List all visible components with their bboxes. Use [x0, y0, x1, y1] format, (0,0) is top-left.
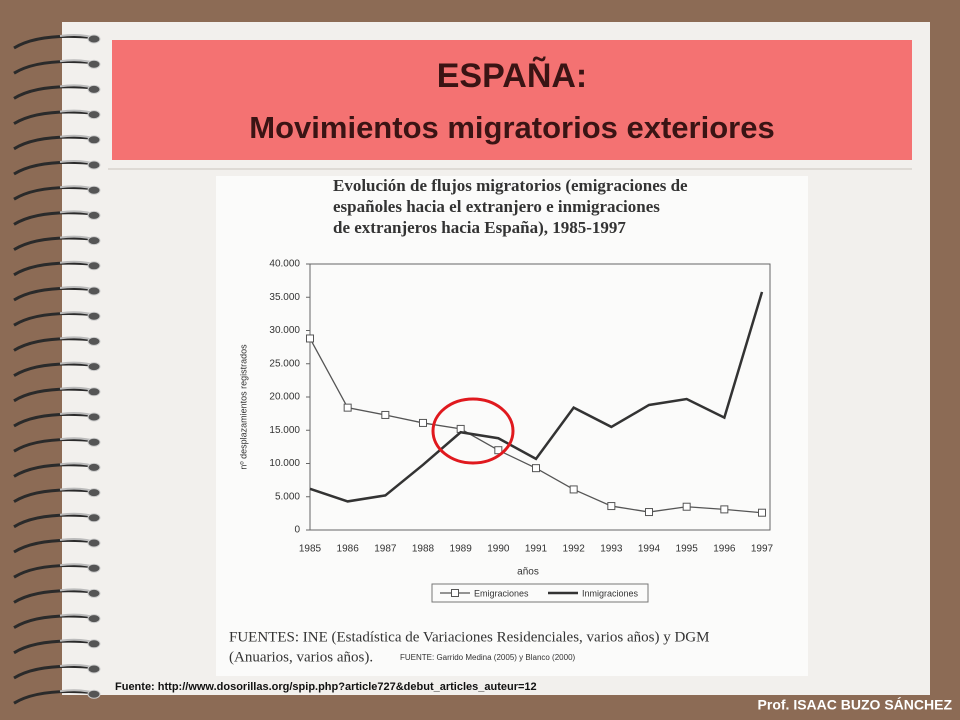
- ring-hole: [87, 412, 101, 422]
- point-marker: [381, 410, 390, 419]
- point-marker: [645, 508, 653, 517]
- x-tick-label: 1997: [751, 544, 774, 555]
- point-marker: [682, 502, 691, 511]
- ring-hole: [87, 513, 101, 523]
- ring-hole: [87, 210, 101, 220]
- ring-hole: [87, 286, 101, 296]
- ring-hole: [87, 236, 101, 246]
- y-tick-label: 40.000: [269, 259, 300, 270]
- point-marker: [419, 418, 427, 427]
- chart: Evolución de flujos migratorios (emigrac…: [229, 176, 774, 666]
- series-line: [309, 291, 764, 503]
- chart-footer: (Anuarios, varios años).: [229, 649, 373, 665]
- ring-hole: [87, 538, 101, 548]
- author: Prof. ISAAC BUZO SÁNCHEZ: [758, 697, 953, 713]
- ring-hole: [87, 563, 101, 573]
- slide-subtitle: Movimientos migratorios exteriores: [249, 110, 774, 145]
- x-tick-label: 1995: [676, 544, 699, 555]
- ring-hole: [87, 664, 101, 674]
- y-tick-label: 25.000: [269, 358, 300, 369]
- chart-footer: FUENTES: INE (Estadística de Variaciones…: [229, 629, 709, 645]
- legend-box: [431, 583, 649, 603]
- point-marker: [720, 505, 729, 514]
- y-tick-label: 30.000: [269, 325, 300, 336]
- legend-marker: [451, 589, 459, 597]
- ring-hole: [87, 639, 101, 649]
- x-tick-label: 1994: [638, 544, 661, 555]
- x-tick-label: 1992: [563, 544, 586, 555]
- point-marker: [607, 502, 616, 511]
- ring-hole: [87, 336, 101, 346]
- ring-hole: [87, 160, 101, 170]
- y-tick-label: 5.000: [275, 491, 300, 502]
- slide-title: ESPAÑA:: [437, 57, 588, 95]
- y-tick-label: 0: [294, 525, 300, 536]
- y-axis-title: nº desplazamientos registrados: [238, 344, 248, 470]
- source-text: Fuente: http://www.dosorillas.org/spip.p…: [115, 681, 537, 693]
- ring-hole: [87, 185, 101, 195]
- y-tick-label: 15.000: [269, 425, 300, 436]
- legend-label: Inmigraciones: [582, 588, 639, 598]
- ring-hole: [87, 311, 101, 321]
- chart-title: españoles hacia el extranjero e inmigrac…: [333, 197, 660, 216]
- x-tick-label: 1987: [374, 544, 397, 555]
- point-marker: [343, 403, 352, 412]
- ring-hole: [87, 387, 101, 397]
- highlight-circle: [431, 397, 515, 465]
- x-tick-label: 1990: [487, 544, 510, 555]
- chart-title: Evolución de flujos migratorios (emigrac…: [333, 176, 688, 195]
- ring-hole: [87, 614, 101, 624]
- ring-hole: [87, 84, 101, 94]
- ring-hole: [87, 462, 101, 472]
- point-marker: [494, 446, 503, 455]
- legend-label: Emigraciones: [474, 588, 529, 598]
- point-marker: [569, 485, 578, 494]
- y-tick-label: 35.000: [269, 292, 300, 303]
- ring-hole: [87, 689, 101, 699]
- header-box: [112, 40, 912, 160]
- x-tick-label: 1996: [713, 544, 736, 555]
- ring-hole: [87, 110, 101, 120]
- ring-hole: [87, 34, 101, 44]
- x-axis-title: años: [517, 567, 539, 578]
- binding-rings: [13, 34, 101, 705]
- ring-hole: [87, 135, 101, 145]
- ring-hole: [87, 588, 101, 598]
- chart-title: de extranjeros hacia España), 1985-1997: [333, 218, 626, 237]
- ring-hole: [87, 59, 101, 69]
- y-tick-label: 10.000: [269, 458, 300, 469]
- x-tick-label: 1985: [299, 544, 322, 555]
- ring-hole: [87, 437, 101, 447]
- ring-hole: [87, 362, 101, 372]
- point-marker: [306, 334, 314, 343]
- x-tick-label: 1989: [450, 544, 473, 555]
- point-marker: [532, 464, 540, 473]
- x-tick-label: 1993: [600, 544, 623, 555]
- x-tick-label: 1991: [525, 544, 548, 555]
- ring-hole: [87, 261, 101, 271]
- x-tick-label: 1986: [337, 544, 360, 555]
- ring-hole: [87, 488, 101, 498]
- point-marker: [758, 508, 766, 517]
- chart-footer-note: FUENTE: Garrido Medina (2005) y Blanco (…: [400, 653, 576, 662]
- y-tick-label: 20.000: [269, 392, 300, 403]
- x-tick-label: 1988: [412, 544, 435, 555]
